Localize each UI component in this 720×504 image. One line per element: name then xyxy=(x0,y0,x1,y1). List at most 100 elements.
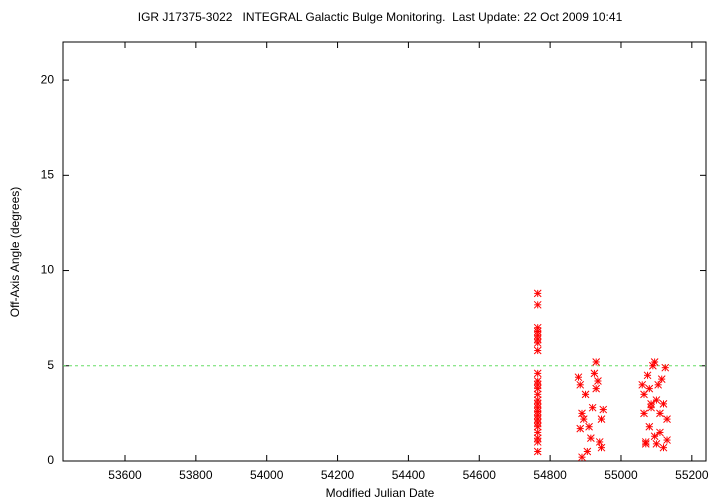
marker-stroke xyxy=(533,400,542,408)
marker-stroke xyxy=(533,447,542,456)
marker-stroke xyxy=(645,422,654,431)
x-tick-label: 54800 xyxy=(533,468,567,482)
marker-stroke xyxy=(576,424,585,433)
x-tick-label: 54200 xyxy=(321,468,355,482)
marker-stroke xyxy=(597,415,606,423)
data-point xyxy=(533,422,542,431)
data-point xyxy=(599,405,608,414)
data-point xyxy=(533,335,542,343)
y-tick-label: 20 xyxy=(41,72,55,86)
data-point xyxy=(533,407,542,416)
marker-stroke xyxy=(654,380,663,389)
data-point xyxy=(574,373,583,382)
marker-stroke xyxy=(533,428,542,437)
data-point xyxy=(533,428,542,437)
marker-stroke xyxy=(661,363,670,372)
data-point xyxy=(641,440,650,448)
data-point xyxy=(663,415,671,423)
data-point xyxy=(645,384,654,393)
x-tick-label: 53800 xyxy=(179,468,213,482)
marker-stroke xyxy=(533,438,542,446)
y-tick-label: 15 xyxy=(41,167,55,181)
marker-stroke xyxy=(643,371,652,380)
data-point xyxy=(595,438,604,446)
marker-stroke xyxy=(599,405,608,414)
data-point xyxy=(533,438,542,446)
data-point xyxy=(576,424,585,433)
marker-stroke xyxy=(533,419,542,427)
marker-stroke xyxy=(533,411,542,420)
y-tick-label: 10 xyxy=(41,263,55,277)
data-point xyxy=(533,331,542,340)
y-tick-label: 5 xyxy=(47,358,54,372)
marker-stroke xyxy=(590,369,599,378)
data-point xyxy=(581,390,590,399)
data-point xyxy=(533,346,542,355)
marker-stroke xyxy=(650,358,659,366)
data-point xyxy=(643,371,652,380)
marker-stroke xyxy=(578,409,586,418)
data-point xyxy=(592,358,601,366)
marker-stroke xyxy=(659,400,668,408)
data-point xyxy=(533,289,542,298)
marker-stroke xyxy=(533,390,542,399)
marker-stroke xyxy=(663,436,671,444)
marker-stroke xyxy=(533,422,542,431)
data-point xyxy=(533,323,542,332)
data-point xyxy=(533,300,542,309)
data-point xyxy=(583,447,592,456)
marker-stroke xyxy=(592,358,601,366)
data-point xyxy=(659,443,668,452)
marker-stroke xyxy=(650,432,659,441)
marker-stroke xyxy=(656,409,664,418)
data-point xyxy=(656,428,664,437)
data-point xyxy=(533,384,542,393)
marker-stroke xyxy=(647,403,655,412)
data-point xyxy=(587,434,595,442)
x-tick-label: 55200 xyxy=(675,468,709,482)
data-point xyxy=(652,440,661,448)
marker-stroke xyxy=(533,415,542,423)
data-point xyxy=(533,447,542,456)
marker-stroke xyxy=(533,335,542,343)
marker-stroke xyxy=(594,377,602,385)
marker-stroke xyxy=(574,373,583,382)
data-point xyxy=(594,377,602,385)
marker-stroke xyxy=(533,327,542,336)
marker-stroke xyxy=(579,415,588,423)
data-point xyxy=(578,453,586,462)
x-tick-label: 55000 xyxy=(604,468,638,482)
data-point xyxy=(647,403,655,412)
marker-stroke xyxy=(663,415,671,423)
marker-stroke xyxy=(576,380,585,389)
marker-stroke xyxy=(588,403,597,412)
marker-stroke xyxy=(641,440,650,448)
data-point xyxy=(590,369,599,378)
data-point xyxy=(661,363,670,372)
data-point xyxy=(640,409,648,418)
marker-stroke xyxy=(656,428,664,437)
marker-stroke xyxy=(533,339,542,347)
marker-stroke xyxy=(652,440,661,448)
marker-stroke xyxy=(645,384,654,393)
marker-stroke xyxy=(533,384,542,393)
data-point xyxy=(597,443,606,452)
x-tick-label: 54600 xyxy=(463,468,497,482)
marker-stroke xyxy=(533,407,542,416)
marker-stroke xyxy=(533,403,542,412)
y-tick-label: 0 xyxy=(47,453,54,467)
marker-stroke xyxy=(578,453,586,462)
marker-stroke xyxy=(647,400,655,408)
data-point xyxy=(652,396,661,404)
data-point xyxy=(654,380,663,389)
data-point xyxy=(578,409,586,418)
marker-stroke xyxy=(587,434,595,442)
marker-stroke xyxy=(659,443,668,452)
data-point xyxy=(659,400,668,408)
marker-stroke xyxy=(592,384,601,393)
data-point xyxy=(579,415,588,423)
marker-stroke xyxy=(638,380,647,389)
marker-stroke xyxy=(533,323,542,332)
marker-stroke xyxy=(533,377,542,385)
